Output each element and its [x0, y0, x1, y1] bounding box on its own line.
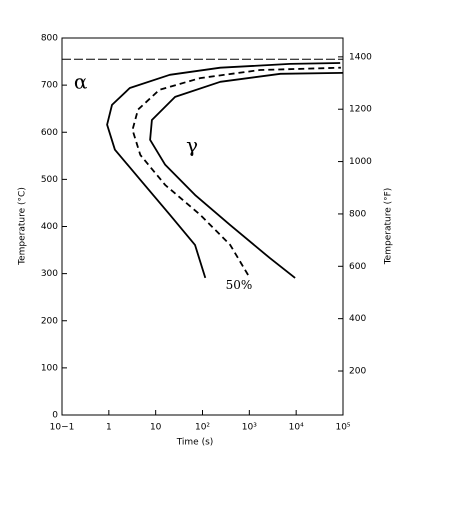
y2-tick-label: 800: [349, 209, 366, 219]
curve: [106, 62, 341, 279]
y-axis-label: Temperature (°C): [18, 187, 28, 266]
y2-tick-label: 1400: [349, 52, 372, 62]
annotation: 50%: [226, 278, 253, 292]
y2-tick-label: 200: [349, 367, 366, 377]
y2-tick-label: 400: [349, 314, 366, 324]
annotation: γ: [186, 133, 198, 157]
y-tick-label: 600: [41, 128, 58, 138]
x-tick-label: 10²: [195, 423, 210, 433]
y-tick-label: 100: [41, 363, 58, 373]
curve: [149, 72, 344, 279]
y-tick-label: 700: [41, 81, 58, 91]
y-tick-label: 200: [41, 316, 58, 326]
plot-frame: [61, 37, 344, 416]
y-tick-label: 400: [41, 222, 58, 232]
y-tick-label: 0: [52, 411, 58, 421]
annotation: α: [74, 69, 88, 93]
x-tick-label: 10: [150, 423, 162, 433]
y-tick-label: 500: [41, 175, 58, 185]
x-axis-label: Time (s): [176, 438, 214, 448]
y-tick-label: 300: [41, 269, 58, 279]
y2-tick-label: 600: [349, 262, 366, 272]
y2-tick-label: 1000: [349, 157, 372, 167]
x-tick-label: 10³: [242, 423, 257, 433]
curve: [131, 66, 341, 276]
y2-axis-label: Temperature (°F): [384, 188, 394, 266]
x-tick-label: 10⁴: [289, 423, 304, 433]
y2-tick-label: 1200: [349, 105, 372, 115]
x-tick-label: 10−1: [50, 423, 75, 433]
x-tick-label: 1: [106, 423, 112, 433]
y-tick-label: 800: [41, 34, 58, 44]
x-tick-label: 10⁵: [335, 423, 350, 433]
